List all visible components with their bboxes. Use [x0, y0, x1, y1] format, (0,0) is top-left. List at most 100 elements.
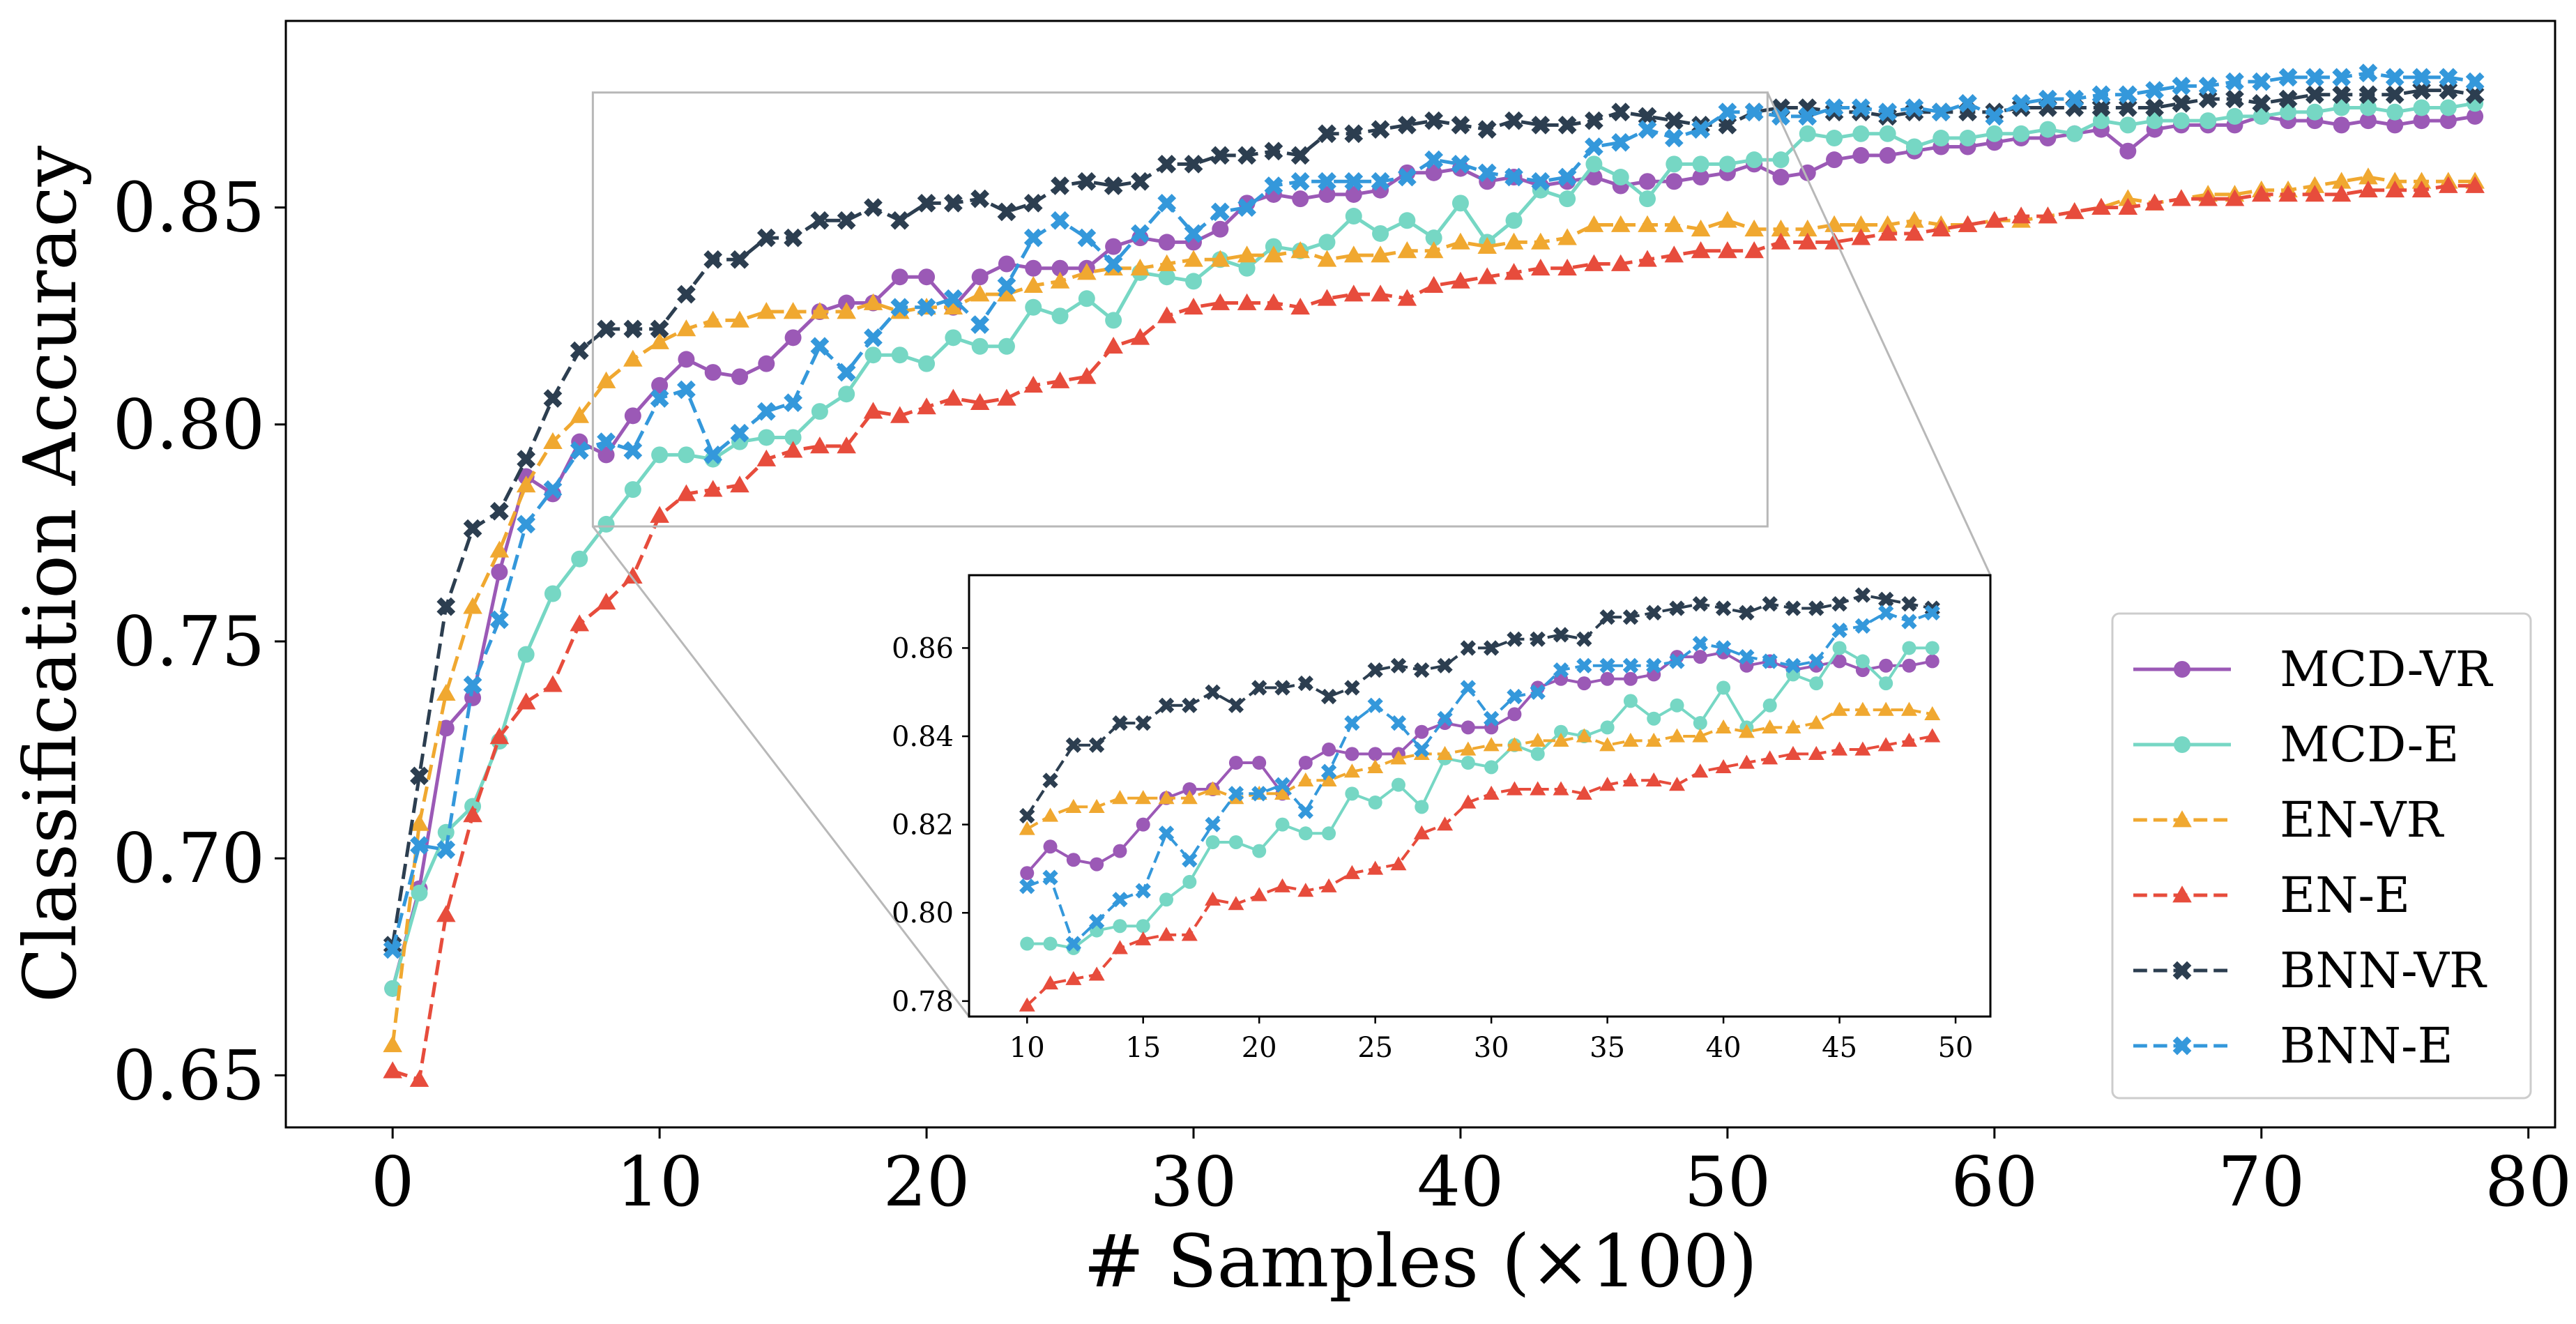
data-point	[2011, 206, 2031, 224]
inset-data-point	[1182, 782, 1197, 797]
inset-data-point	[1460, 741, 1477, 756]
inset-data-point	[1182, 852, 1198, 868]
data-point	[623, 349, 643, 367]
x-tick-label: 60	[1951, 1143, 2038, 1222]
inset-data-point	[1088, 966, 1105, 981]
inset-data-point	[1600, 671, 1615, 686]
data-point	[1077, 228, 1097, 248]
data-point	[756, 449, 777, 466]
inset-data-point	[1576, 785, 1592, 800]
data-point	[1397, 241, 1417, 259]
series-bnn-e	[383, 63, 2485, 959]
data-point	[1557, 228, 1577, 245]
data-point	[2305, 85, 2324, 105]
data-point	[1425, 229, 1442, 247]
data-point	[2225, 72, 2244, 91]
inset-data-point	[1577, 676, 1592, 691]
data-point	[2225, 189, 2245, 206]
data-point	[1344, 172, 1364, 191]
inset-data-point	[1136, 919, 1150, 934]
data-point	[2225, 89, 2244, 109]
data-point	[1343, 245, 1364, 263]
data-point	[1290, 172, 1310, 191]
data-point	[997, 284, 1016, 302]
inset-data-point	[1205, 891, 1221, 906]
data-point	[2358, 63, 2378, 83]
data-point	[1585, 111, 1603, 130]
inset-data-point	[1785, 600, 1801, 616]
data-point	[730, 475, 749, 493]
data-point	[1317, 289, 1337, 306]
data-point	[810, 302, 830, 319]
inset-data-point	[1113, 919, 1127, 934]
data-point	[650, 332, 669, 349]
data-point	[1638, 120, 1657, 139]
inset-data-point	[1854, 618, 1871, 634]
inset-data-point	[1877, 701, 1894, 716]
data-point	[2119, 116, 2137, 134]
legend: MCD-VR MCD-E EN-VR EN-E BNN-VR BNN-E	[2111, 612, 2532, 1099]
inset-data-point	[1136, 817, 1150, 832]
data-point	[997, 388, 1016, 406]
data-point	[1397, 167, 1417, 187]
inset-data-point	[1182, 874, 1197, 889]
data-point	[1477, 120, 1497, 139]
data-point	[1505, 212, 1523, 229]
data-point	[1292, 190, 1309, 208]
inset-data-point	[1600, 720, 1615, 735]
data-point	[463, 805, 482, 823]
data-point	[436, 597, 456, 616]
data-point	[1798, 107, 1817, 126]
data-point	[1210, 250, 1230, 267]
data-point	[2412, 68, 2431, 87]
data-point	[997, 202, 1016, 222]
inset-data-point	[1762, 653, 1778, 669]
data-point	[970, 393, 990, 411]
data-point	[1318, 234, 1336, 251]
data-point	[784, 393, 802, 413]
inset-data-point	[1414, 662, 1430, 678]
legend-marker	[2172, 885, 2192, 903]
inset-data-point	[1460, 640, 1477, 656]
inset-data-point	[1020, 866, 1035, 881]
data-point	[2118, 85, 2137, 105]
data-point	[383, 1061, 402, 1079]
data-point	[811, 403, 828, 420]
inset-data-point	[1090, 857, 1104, 872]
inset-data-point	[1344, 715, 1360, 731]
data-point	[1744, 102, 1764, 122]
data-point	[1477, 236, 1497, 254]
data-point	[2146, 112, 2163, 130]
inset-data-point	[1484, 760, 1499, 775]
inset-data-point	[1785, 657, 1801, 674]
data-point	[1371, 172, 1390, 191]
data-point	[810, 337, 830, 356]
inset-data-point	[1043, 839, 1058, 854]
inset-series-line	[1026, 611, 1933, 947]
data-point	[1879, 125, 1896, 142]
inset-data-point	[1832, 641, 1847, 655]
data-point	[1799, 125, 1816, 142]
inset-data-point	[1878, 604, 1894, 621]
data-point	[1077, 367, 1097, 384]
data-point	[2439, 99, 2457, 116]
data-point	[1746, 151, 1763, 169]
inset-data-point	[1483, 737, 1500, 752]
inset-data-point	[1135, 931, 1152, 945]
data-point	[464, 689, 482, 706]
data-point	[1237, 245, 1257, 263]
data-point	[1104, 254, 1123, 273]
inset-data-point	[1065, 737, 1081, 753]
data-point	[651, 376, 669, 394]
inset-data-point	[1530, 732, 1546, 747]
inset-data-point	[1553, 662, 1569, 678]
data-point	[1105, 238, 1122, 255]
inset-data-point	[1623, 671, 1638, 686]
inset-zoom-indicator	[591, 91, 1992, 1017]
data-point	[2252, 93, 2271, 113]
inset-data-point	[1762, 750, 1778, 765]
data-point	[2091, 85, 2111, 105]
inset-data-point	[1854, 741, 1871, 756]
main-plot-frame	[284, 20, 2556, 1129]
data-point	[890, 211, 910, 230]
